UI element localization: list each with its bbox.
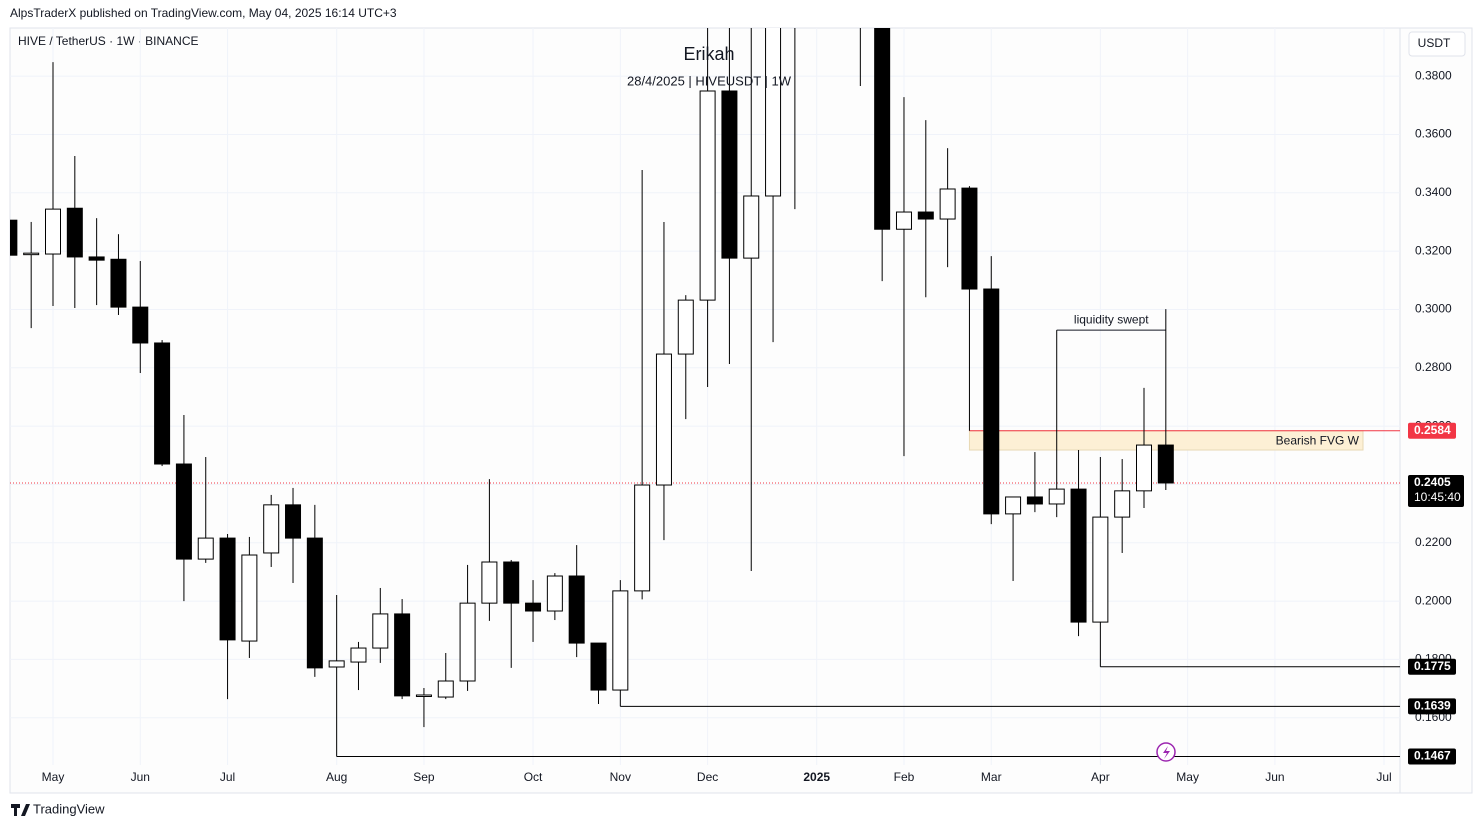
x-tick-label: Feb xyxy=(894,770,915,784)
candle-body xyxy=(655,353,672,486)
candle-body xyxy=(328,660,345,668)
footer-logo xyxy=(11,804,30,816)
price-label: 0.2405 xyxy=(1414,475,1451,489)
x-tick-label: Jul xyxy=(220,770,235,784)
price-label: 0.1639 xyxy=(1414,699,1451,713)
candle-body xyxy=(45,208,61,255)
candle-body xyxy=(1157,444,1174,484)
candle-body xyxy=(1136,444,1152,492)
candle-body xyxy=(874,28,891,230)
y-tick-label: 0.2000 xyxy=(1415,593,1452,607)
candle-body xyxy=(154,342,171,465)
chart-frame xyxy=(9,27,1473,794)
x-tick-label: Dec xyxy=(697,770,718,784)
candle-body xyxy=(110,258,127,308)
candle-body xyxy=(415,694,432,698)
y-tick-label: 0.3000 xyxy=(1415,302,1452,316)
price-label-bg xyxy=(1408,422,1456,439)
x-tick-label: Aug xyxy=(326,770,347,784)
candle-body xyxy=(88,256,105,261)
candle-body xyxy=(612,590,629,691)
candle-body xyxy=(459,602,476,682)
candle-body xyxy=(481,561,498,604)
candle-body xyxy=(503,561,520,604)
price-label: 0.2584 xyxy=(1414,423,1451,437)
candle-body xyxy=(546,575,563,612)
candle-body xyxy=(1092,516,1109,623)
candle-body xyxy=(983,288,1000,515)
candle-body xyxy=(350,647,367,663)
candle-body xyxy=(23,252,40,256)
candle-body xyxy=(765,28,782,197)
candle-body xyxy=(699,90,716,301)
candle-body xyxy=(132,306,149,344)
candle-body xyxy=(197,537,214,560)
candle-body xyxy=(743,195,760,259)
chart-title: Erikah xyxy=(683,44,734,64)
candle-body xyxy=(961,187,978,290)
y-tick-label: 0.3600 xyxy=(1415,127,1452,141)
candle-body xyxy=(1114,490,1131,518)
candle-body xyxy=(568,575,585,644)
y-tick-label: 0.3400 xyxy=(1415,185,1452,199)
candle-body xyxy=(1048,488,1065,505)
y-tick-label: 0.3200 xyxy=(1415,243,1452,257)
candle-body xyxy=(895,211,912,230)
candle-body xyxy=(939,188,956,220)
candle-body xyxy=(10,219,18,256)
annotation-text: liquidity swept xyxy=(1074,312,1149,326)
y-tick-label: 0.2800 xyxy=(1415,360,1452,374)
fvg-label: Bearish FVG W xyxy=(1276,434,1360,448)
candle-body xyxy=(241,554,258,642)
plot xyxy=(10,28,1400,765)
candle-body xyxy=(721,90,738,259)
candle-body xyxy=(437,680,454,698)
candle-body xyxy=(219,537,236,641)
candle-body xyxy=(1070,488,1087,623)
x-tick-label: Oct xyxy=(524,770,543,784)
candle-body xyxy=(634,484,651,592)
candle-body xyxy=(525,602,542,612)
price-label-bg xyxy=(1408,698,1456,715)
symbol: HIVE / TetherUS · 1W · BINANCE xyxy=(18,34,199,48)
chart-subtitle: 28/4/2025 | HIVEUSDT | 1W xyxy=(627,73,792,88)
candle-body xyxy=(372,613,389,649)
header: AlpsTraderX published on TradingView.com… xyxy=(10,6,397,20)
price-countdown: 10:45:40 xyxy=(1414,490,1461,504)
candle-body xyxy=(677,299,694,355)
x-tick-label: Nov xyxy=(610,770,631,784)
price-label-bg xyxy=(1408,658,1456,675)
x-tick-label: May xyxy=(42,770,65,784)
candle-body xyxy=(1005,496,1022,515)
candle-body xyxy=(306,537,323,669)
x-tick-label: Mar xyxy=(981,770,1002,784)
x-tick-label: Jul xyxy=(1376,770,1391,784)
candle-body xyxy=(285,504,302,539)
candle-body xyxy=(917,211,934,220)
candle-body xyxy=(1026,496,1043,505)
candle-body xyxy=(394,613,411,697)
x-tick-label: 2025 xyxy=(803,770,830,784)
currency-box[interactable] xyxy=(1408,31,1466,57)
footer: TradingView xyxy=(33,801,105,816)
x-tick-label: Jun xyxy=(1265,770,1284,784)
price-label-bg xyxy=(1408,474,1464,507)
candle-body xyxy=(590,642,607,691)
x-tick-label: Sep xyxy=(413,770,435,784)
candle-body xyxy=(263,504,280,554)
event-icon-bolt xyxy=(1163,746,1170,759)
x-tick-label: Apr xyxy=(1091,770,1110,784)
y-tick-label: 0.2200 xyxy=(1415,535,1452,549)
x-tick-label: May xyxy=(1176,770,1199,784)
price-label: 0.1775 xyxy=(1414,659,1451,673)
x-tick-label: Jun xyxy=(131,770,150,784)
candle-body xyxy=(66,207,83,258)
candle-body xyxy=(175,463,192,560)
price-label-bg xyxy=(1408,748,1456,765)
currency[interactable]: USDT xyxy=(1418,36,1451,50)
y-tick-label: 0.3800 xyxy=(1415,68,1452,82)
price-label: 0.1467 xyxy=(1414,749,1451,763)
